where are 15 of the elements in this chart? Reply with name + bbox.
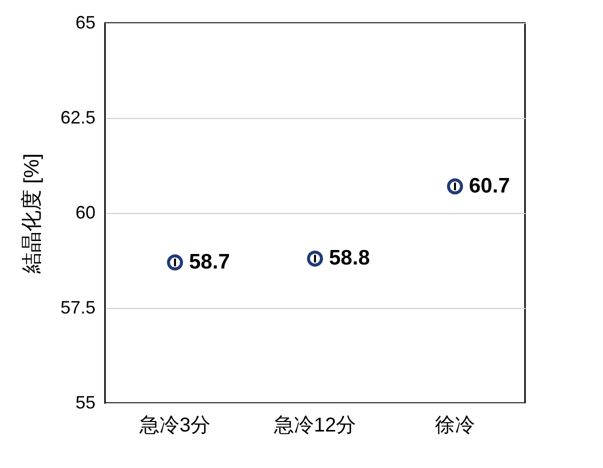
y-tick-label: 65 — [75, 12, 96, 32]
y-tick-label: 55 — [75, 392, 96, 412]
data-label: 58.8 — [329, 246, 370, 270]
point — [446, 178, 464, 194]
y-tick-label: 60 — [75, 202, 96, 222]
x-tick-label: 急冷3分 — [138, 414, 211, 436]
x-tick-label: 徐冷 — [435, 414, 475, 436]
data-label: 58.7 — [189, 250, 230, 274]
x-tick-label: 急冷12分 — [272, 414, 356, 436]
point — [306, 250, 324, 267]
y-axis-title: 結晶化度 [%] — [20, 153, 44, 275]
data-label: 60.7 — [469, 174, 510, 198]
y-tick-label: 62.5 — [60, 108, 96, 128]
point — [166, 254, 184, 270]
y-tick-label: 57.5 — [60, 298, 96, 318]
